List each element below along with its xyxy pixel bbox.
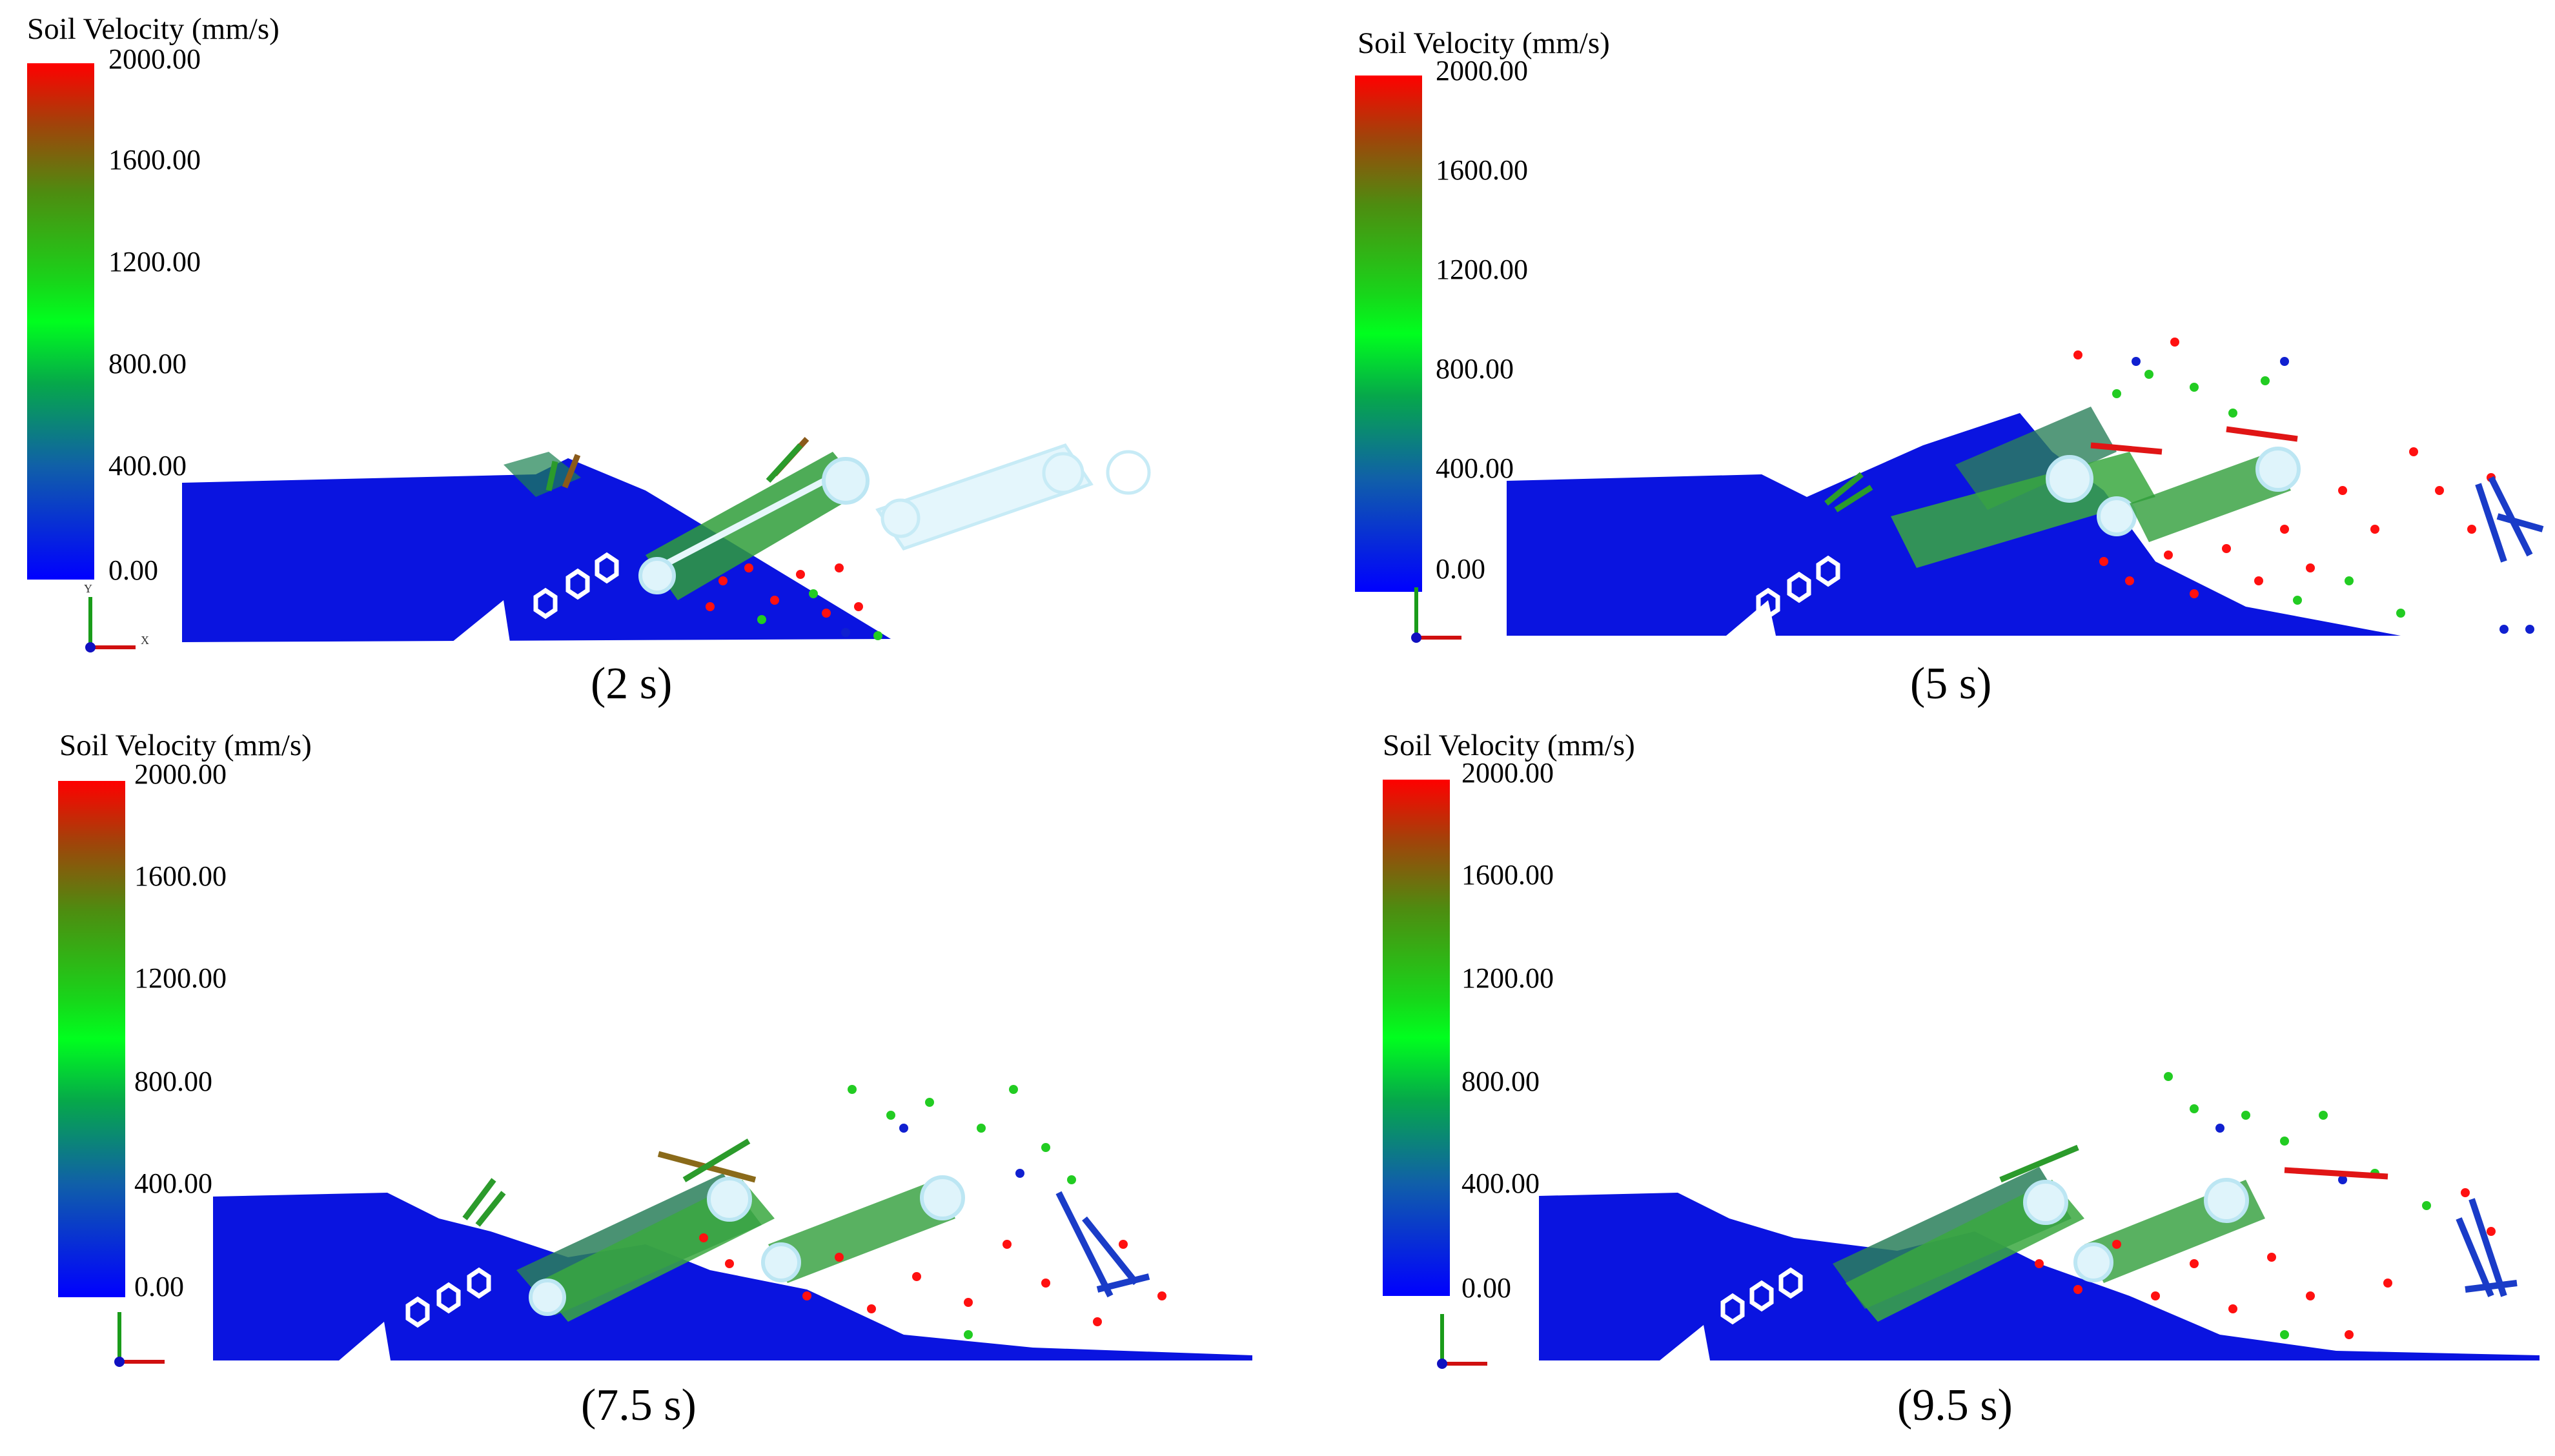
tick-0: 0.00 [134, 1271, 184, 1302]
soil-particles [2073, 338, 2534, 634]
tick-1200: 1200.00 [134, 962, 227, 994]
tick-2000: 2000.00 [134, 758, 227, 790]
tick-800: 800.00 [108, 348, 187, 379]
tick-1600: 1600.00 [108, 144, 201, 176]
soil-particles [699, 1085, 1166, 1339]
legend-title: Soil Velocity (mm/s) [1383, 729, 1635, 762]
soil-bed [182, 452, 891, 642]
tick-1600: 1600.00 [1436, 154, 1528, 186]
tick-1600: 1600.00 [1461, 859, 1554, 891]
svg-text:X: X [141, 634, 149, 647]
tick-800: 800.00 [1436, 353, 1514, 385]
axes-triad-icon: Y X [84, 582, 149, 652]
tick-1200: 1200.00 [1436, 254, 1528, 285]
axes-triad-icon [1437, 1314, 1487, 1369]
tick-0: 0.00 [108, 554, 158, 586]
tick-2000: 2000.00 [1461, 757, 1554, 789]
tick-800: 800.00 [1461, 1066, 1540, 1097]
tick-1200: 1200.00 [108, 246, 201, 278]
conveyor-chain [1846, 1178, 2265, 1322]
simulation-scene [1437, 1072, 2540, 1369]
hex-rollers [533, 552, 619, 620]
tick-400: 400.00 [1436, 452, 1514, 484]
plant-stems [545, 436, 809, 491]
legend-title: Soil Velocity (mm/s) [1358, 26, 1610, 60]
tick-0: 0.00 [1436, 553, 1485, 585]
colorbar [1355, 76, 1422, 592]
conveyor-chain [638, 452, 870, 600]
tick-0: 0.00 [1461, 1272, 1511, 1304]
tick-2000: 2000.00 [108, 43, 201, 75]
time-caption: (7.5 s) [581, 1380, 697, 1430]
legend-title: Soil Velocity (mm/s) [27, 12, 280, 46]
axes-triad-icon [1411, 587, 1461, 643]
panel-5s: Soil Velocity (mm/s) 2000.00 1600.00 120… [1278, 0, 2555, 728]
plant-stems [1824, 426, 2544, 563]
tick-1200: 1200.00 [1461, 962, 1554, 994]
time-caption: (5 s) [1910, 659, 1992, 709]
time-caption: (9.5 s) [1897, 1380, 2013, 1430]
colorbar [1383, 780, 1450, 1296]
separator-idle [875, 443, 1151, 551]
simulation-scene: Y X [84, 436, 1151, 652]
legend-title: Soil Velocity (mm/s) [59, 729, 312, 762]
tick-1600: 1600.00 [134, 860, 227, 892]
soil-particles [2035, 1072, 2496, 1339]
conveyor-chain [529, 1175, 965, 1322]
panel-7-5s: Soil Velocity (mm/s) 2000.00 1600.00 120… [0, 728, 1278, 1456]
hex-rollers [1720, 1267, 1803, 1325]
axes-triad-icon [114, 1312, 165, 1367]
colorbar [27, 63, 94, 580]
tick-400: 400.00 [108, 450, 187, 481]
plant-stems [1999, 1144, 2518, 1297]
tick-2000: 2000.00 [1436, 55, 1528, 86]
panel-9-5s: Soil Velocity (mm/s) 2000.00 1600.00 120… [1278, 728, 2555, 1456]
conveyor-chain [1891, 447, 2301, 568]
panel-2s: Soil Velocity (mm/s) 2000.00 1600.00 120… [0, 0, 1278, 728]
tick-800: 800.00 [134, 1066, 212, 1097]
tick-400: 400.00 [134, 1168, 212, 1199]
simulation-scene [114, 1085, 1252, 1367]
time-caption: (2 s) [591, 659, 673, 709]
hex-rollers [1756, 555, 1840, 620]
tick-400: 400.00 [1461, 1168, 1540, 1199]
hex-rollers [405, 1267, 491, 1328]
soil-particles [706, 563, 882, 640]
simulation-scene [1411, 338, 2544, 643]
plant-stems [462, 1138, 1150, 1298]
svg-text:Y: Y [84, 582, 92, 595]
colorbar [58, 781, 125, 1297]
